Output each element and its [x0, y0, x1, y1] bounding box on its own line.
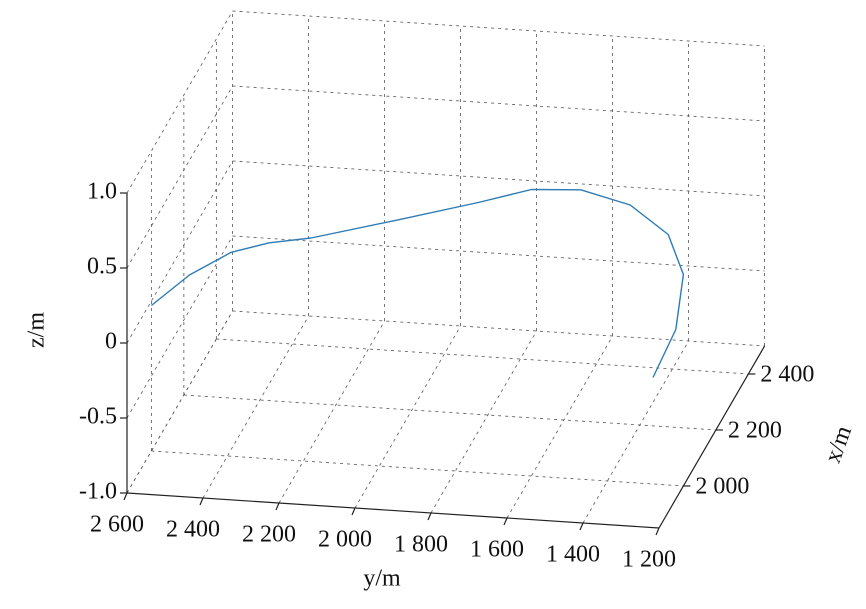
grid-line	[232, 85, 765, 122]
grid-line	[278, 320, 385, 504]
z-axis-label: z/m	[24, 312, 50, 348]
y-tick-label: 1 600	[470, 537, 524, 563]
grid-line	[151, 450, 684, 487]
grid-line	[430, 330, 537, 514]
grid-line	[126, 235, 233, 419]
z-tick-label: 1.0	[87, 179, 117, 205]
y-tick-label: 1 200	[622, 547, 676, 573]
y-tick	[123, 492, 128, 501]
grid-line	[354, 325, 461, 509]
x-axis-label: x/m	[820, 422, 857, 466]
grid-line	[232, 10, 765, 47]
grid-line	[232, 310, 765, 347]
z-tick-label: 0.5	[87, 254, 117, 280]
grid-line	[216, 338, 749, 375]
x-axis	[658, 345, 766, 529]
y-axis-label: y/m	[363, 566, 401, 592]
grid-line	[232, 235, 765, 272]
y-tick-label: 2 600	[90, 512, 144, 538]
y-tick	[199, 497, 204, 506]
y-axis	[126, 492, 660, 529]
z-tick-label: 0	[105, 329, 117, 355]
x-tick-label: 2 000	[695, 474, 749, 500]
x-tick-label: 2 400	[760, 362, 814, 388]
grid-line	[506, 335, 613, 519]
y-tick	[427, 512, 432, 521]
y-tick-label: 1 800	[394, 532, 448, 558]
trajectory-line	[150, 188, 685, 378]
z-tick-label: -0.5	[79, 404, 117, 430]
y-tick	[579, 522, 584, 531]
grid-line	[582, 340, 689, 524]
y-tick-label: 2 000	[318, 527, 372, 553]
y-tick-label: 1 400	[546, 542, 600, 568]
grid-line	[126, 310, 233, 494]
y-tick	[351, 507, 356, 516]
y-tick	[503, 517, 508, 526]
y-tick-label: 2 400	[166, 517, 220, 543]
y-tick-label: 2 200	[242, 522, 296, 548]
grid-line	[126, 160, 233, 344]
z-tick-label: -1.0	[79, 479, 117, 505]
x-tick-label: 2 200	[728, 418, 782, 444]
y-tick	[275, 502, 280, 511]
grid-line	[202, 315, 309, 499]
grid-line	[126, 10, 233, 194]
grid-line	[232, 160, 765, 197]
grid-line	[183, 394, 716, 431]
grid-line	[126, 85, 233, 269]
y-tick	[655, 527, 660, 536]
